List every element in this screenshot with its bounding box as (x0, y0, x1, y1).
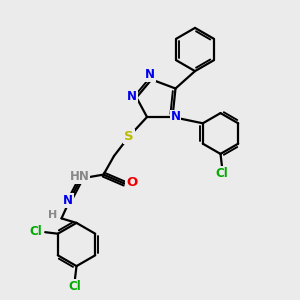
Text: H: H (49, 210, 58, 220)
Text: HN: HN (70, 170, 89, 184)
Text: Cl: Cl (30, 225, 43, 239)
Text: O: O (126, 176, 138, 190)
Text: N: N (63, 194, 73, 207)
Text: N: N (145, 68, 155, 81)
Text: N: N (170, 110, 181, 124)
Text: Cl: Cl (216, 167, 228, 180)
Text: Cl: Cl (69, 280, 81, 293)
Text: N: N (127, 89, 137, 103)
Text: S: S (124, 130, 134, 143)
